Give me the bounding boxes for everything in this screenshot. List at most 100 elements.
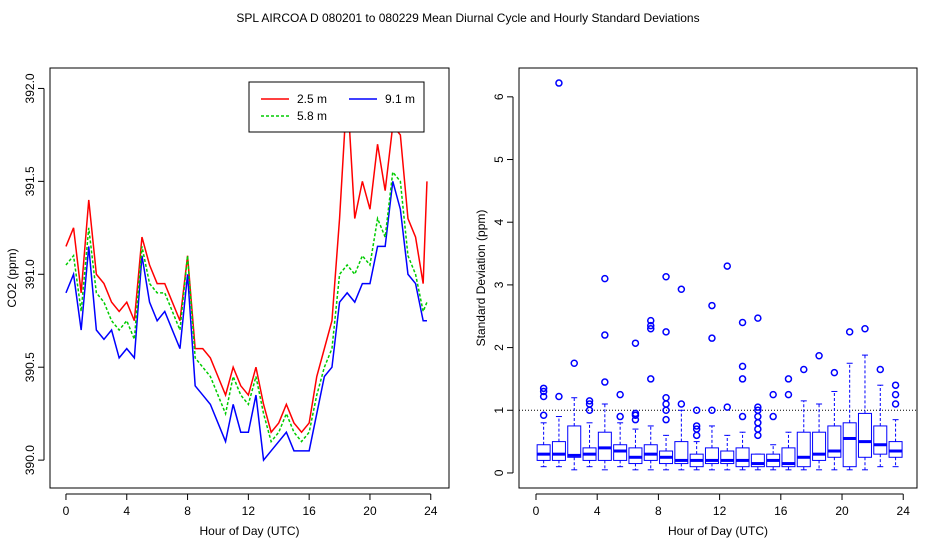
outlier [662,272,670,281]
x-tick-label: 20 [835,504,849,518]
y-tick-label: 1 [492,407,506,414]
outlier [738,318,747,327]
outlier [769,412,777,421]
y-tick-label: 391.0 [23,259,37,289]
y-tick-label: 4 [492,219,506,226]
outlier [692,431,701,440]
outlier [738,362,747,371]
outlier [677,285,686,294]
box [812,431,827,461]
series-line [65,170,428,444]
outlier [585,400,594,408]
outlier [646,321,655,330]
outlier [784,390,793,399]
outlier [692,425,701,433]
outlier [662,328,670,336]
box [674,441,689,465]
outlier [784,375,793,383]
box [567,425,582,458]
outlier [539,387,548,396]
outlier [708,334,716,342]
box [873,425,888,455]
box [536,444,551,461]
outlier [631,409,640,418]
outlier [555,392,563,401]
outlier [876,365,885,374]
outlier [539,411,548,420]
outlier [539,392,548,401]
outlier [692,406,701,415]
box [842,422,857,468]
legend-label: 9.1 m [385,92,415,106]
outlier [723,262,732,270]
box [857,412,872,458]
legend-label: 5.8 m [297,109,327,123]
outlier [555,79,563,87]
x-tick-label: 8 [655,504,662,518]
outlier [585,397,594,405]
box [827,425,842,458]
box [597,431,612,461]
outlier [754,412,762,421]
x-tick-label: 12 [713,504,727,518]
outlier [616,412,624,421]
x-tick-label: 16 [302,504,316,518]
outlier [616,390,624,399]
outlier [662,400,670,408]
outlier [891,400,900,408]
outlier [601,331,609,339]
y-tick-label: 2 [492,344,506,351]
x-tick-label: 4 [594,504,601,518]
y-tick-label: 392.0 [23,73,37,103]
outlier [754,425,762,433]
x-tick-label: 12 [242,504,256,518]
outlier [662,393,670,402]
x-tick-label: 4 [123,504,130,518]
outlier [891,390,900,399]
y-tick-label: 6 [492,93,506,100]
outlier [891,381,900,389]
x-tick-label: 16 [774,504,788,518]
outlier [754,403,762,411]
y-tick-label: 391.5 [23,166,37,196]
outlier [738,375,747,383]
outlier [754,431,762,440]
outlier [754,419,762,427]
outlier [800,365,808,374]
box [888,441,903,458]
outlier [662,415,670,424]
series-line [65,88,428,434]
y-tick-label: 390.5 [23,352,37,382]
outlier [631,339,640,347]
outlier [723,403,732,411]
outlier [646,375,655,383]
plot-frame [518,67,918,489]
x-tick-label: 8 [184,504,191,518]
box [735,447,750,468]
y-tick-label: 390.0 [23,445,37,475]
legend-label: 2.5 m [297,92,327,106]
outlier [601,274,609,283]
outlier [570,359,578,368]
y-tick-label: 3 [492,281,506,288]
box [551,441,566,461]
plot-frame [49,67,450,489]
box [796,431,811,468]
outlier [754,314,762,322]
figure-title: SPL AIRCOA D 080201 to 080229 Mean Diurn… [236,11,699,25]
box [628,447,643,465]
outlier [646,325,655,333]
box [781,447,796,468]
outlier [601,378,609,386]
x-tick-label: 20 [363,504,377,518]
outlier [861,325,869,333]
y-axis-label: CO2 (ppm) [5,248,19,307]
x-tick-label: 24 [897,504,911,518]
outlier [677,400,686,408]
x-axis-label: Hour of Day (UTC) [668,524,768,538]
outlier [845,328,854,336]
x-axis-label: Hour of Day (UTC) [199,524,299,538]
x-tick-label: 0 [533,504,540,518]
